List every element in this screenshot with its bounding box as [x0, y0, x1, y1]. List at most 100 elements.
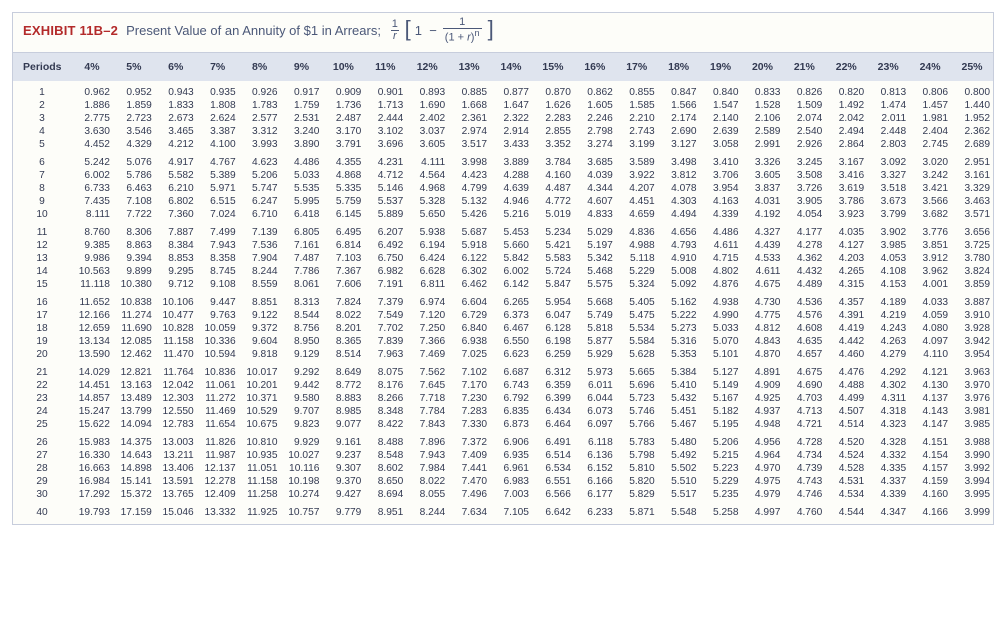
value-cell: 6.840: [448, 322, 490, 335]
period-cell: 40: [13, 501, 71, 524]
value-cell: 4.127: [825, 239, 867, 252]
value-cell: 4.031: [742, 195, 784, 208]
value-cell: 2.775: [71, 112, 113, 125]
value-cell: 4.328: [867, 431, 909, 449]
value-cell: 10.828: [155, 322, 197, 335]
value-cell: 8.022: [322, 309, 364, 322]
value-cell: 3.786: [825, 195, 867, 208]
value-cell: 5.273: [658, 322, 700, 335]
value-cell: 9.372: [239, 322, 281, 335]
value-cell: 9.604: [239, 335, 281, 348]
value-cell: 5.127: [700, 361, 742, 379]
value-cell: 6.418: [281, 208, 323, 221]
value-cell: 3.421: [909, 182, 951, 195]
value-cell: 7.250: [406, 322, 448, 335]
value-cell: 6.491: [532, 431, 574, 449]
value-cell: 10.477: [155, 309, 197, 322]
value-cell: 10.380: [113, 278, 155, 291]
value-cell: 10.116: [281, 462, 323, 475]
value-cell: 3.928: [951, 322, 993, 335]
value-cell: 12.278: [197, 475, 239, 488]
value-cell: 5.759: [322, 195, 364, 208]
value-cell: 6.814: [322, 239, 364, 252]
value-cell: 4.219: [867, 309, 909, 322]
value-cell: 5.971: [197, 182, 239, 195]
value-cell: 7.191: [364, 278, 406, 291]
rate-header: 6%: [155, 52, 197, 81]
value-cell: 5.650: [406, 208, 448, 221]
value-cell: 17.292: [71, 488, 113, 501]
value-cell: 5.877: [574, 335, 616, 348]
value-cell: 0.826: [783, 81, 825, 99]
rate-header: 19%: [700, 52, 742, 81]
value-cell: 6.938: [448, 335, 490, 348]
value-cell: 4.339: [867, 488, 909, 501]
value-cell: 4.876: [700, 278, 742, 291]
value-cell: 11.925: [239, 501, 281, 524]
rate-header: 13%: [448, 52, 490, 81]
rate-header: 16%: [574, 52, 616, 81]
value-cell: 2.448: [867, 125, 909, 138]
table-row: 21.8861.8591.8331.8081.7831.7591.7361.71…: [13, 99, 993, 112]
table-row: 1410.5639.8999.2958.7458.2447.7867.3676.…: [13, 265, 993, 278]
value-cell: 0.855: [616, 81, 658, 99]
value-cell: 5.132: [448, 195, 490, 208]
value-cell: 15.622: [71, 418, 113, 431]
value-cell: 10.935: [239, 449, 281, 462]
value-cell: 6.194: [406, 239, 448, 252]
value-cell: 4.743: [783, 475, 825, 488]
value-cell: 5.842: [490, 252, 532, 265]
value-cell: 7.496: [448, 488, 490, 501]
value-cell: 10.198: [281, 475, 323, 488]
value-cell: 12.303: [155, 392, 197, 405]
value-cell: 9.899: [113, 265, 155, 278]
value-cell: 0.862: [574, 81, 616, 99]
value-cell: 4.639: [490, 182, 532, 195]
value-cell: 14.094: [113, 418, 155, 431]
value-cell: 4.799: [448, 182, 490, 195]
value-cell: 3.433: [490, 138, 532, 151]
value-cell: 8.863: [113, 239, 155, 252]
value-cell: 7.839: [364, 335, 406, 348]
value-cell: 3.812: [658, 169, 700, 182]
value-cell: 1.547: [700, 99, 742, 112]
value-cell: 5.197: [574, 239, 616, 252]
period-cell: 6: [13, 151, 71, 169]
value-cell: 4.703: [783, 392, 825, 405]
value-cell: 5.146: [364, 182, 406, 195]
value-cell: 6.166: [574, 475, 616, 488]
value-cell: 8.176: [364, 379, 406, 392]
period-cell: 1: [13, 81, 71, 99]
value-cell: 15.247: [71, 405, 113, 418]
value-cell: 11.690: [113, 322, 155, 335]
value-cell: 8.745: [197, 265, 239, 278]
value-cell: 4.097: [909, 335, 951, 348]
value-cell: 4.979: [742, 488, 784, 501]
value-cell: 4.524: [825, 449, 867, 462]
value-cell: 9.385: [71, 239, 113, 252]
value-cell: 12.166: [71, 309, 113, 322]
value-cell: 0.893: [406, 81, 448, 99]
value-cell: 4.486: [281, 151, 323, 169]
value-cell: 5.954: [532, 291, 574, 309]
value-cell: 4.108: [867, 265, 909, 278]
value-cell: 8.266: [364, 392, 406, 405]
table-row: 2615.98314.37513.00311.82610.8109.9299.1…: [13, 431, 993, 449]
value-cell: 11.061: [197, 379, 239, 392]
value-cell: 5.468: [574, 265, 616, 278]
value-cell: 1.509: [783, 99, 825, 112]
value-cell: 12.462: [113, 348, 155, 361]
value-cell: 7.887: [155, 221, 197, 239]
table-row: 54.4524.3294.2124.1003.9933.8903.7913.69…: [13, 138, 993, 151]
value-cell: 3.092: [867, 151, 909, 169]
table-row: 32.7752.7232.6732.6242.5772.5312.4872.44…: [13, 112, 993, 125]
value-cell: 3.859: [951, 278, 993, 291]
value-cell: 4.357: [825, 291, 867, 309]
period-cell: 19: [13, 335, 71, 348]
value-cell: 8.365: [322, 335, 364, 348]
value-cell: 11.158: [239, 475, 281, 488]
value-cell: 3.167: [825, 151, 867, 169]
value-cell: 10.594: [197, 348, 239, 361]
value-cell: 13.765: [155, 488, 197, 501]
value-cell: 3.890: [281, 138, 323, 151]
